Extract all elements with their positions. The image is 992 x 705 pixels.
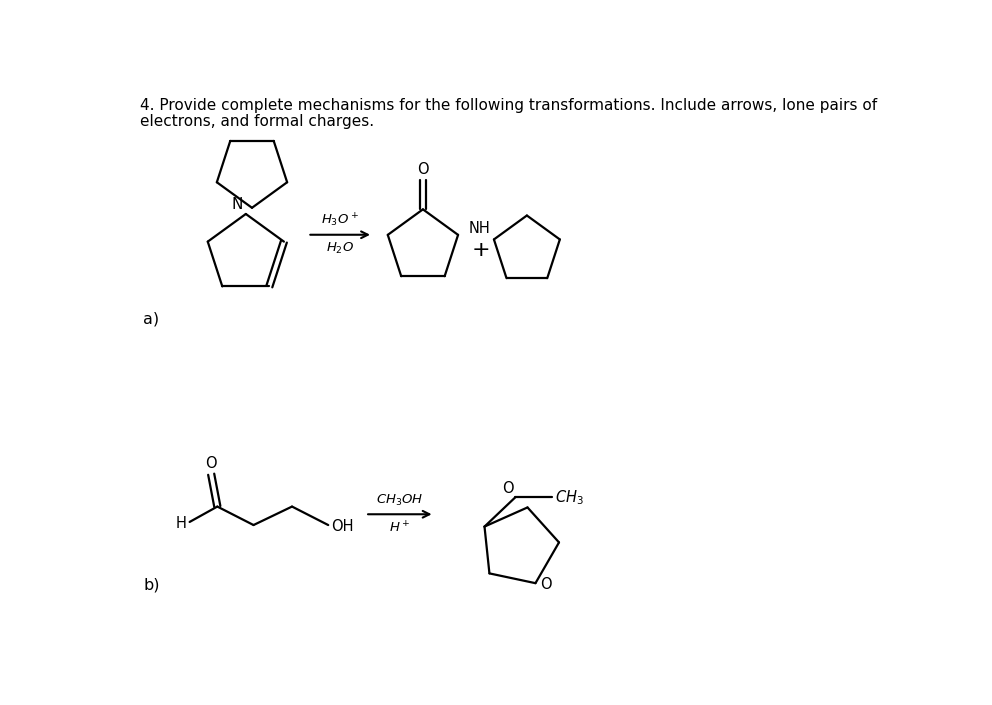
Text: N: N [231,197,243,212]
Text: +: + [471,240,490,260]
Text: NH: NH [469,221,491,236]
Text: O: O [205,456,217,471]
Text: O: O [540,577,552,592]
Text: a): a) [144,312,160,326]
Text: electrons, and formal charges.: electrons, and formal charges. [140,114,374,129]
Text: O: O [417,162,429,177]
Text: H: H [176,516,186,531]
Text: b): b) [144,577,160,592]
Text: $H_3O^+$: $H_3O^+$ [321,212,359,228]
Text: $CH_3OH$: $CH_3OH$ [376,493,424,508]
Text: $H_2O$: $H_2O$ [326,241,354,256]
Text: O: O [502,481,514,496]
Text: 4. Provide complete mechanisms for the following transformations. Include arrows: 4. Provide complete mechanisms for the f… [140,99,878,114]
Text: $H^+$: $H^+$ [389,520,411,536]
Text: OH: OH [331,519,354,534]
Text: $CH_3$: $CH_3$ [555,488,583,507]
